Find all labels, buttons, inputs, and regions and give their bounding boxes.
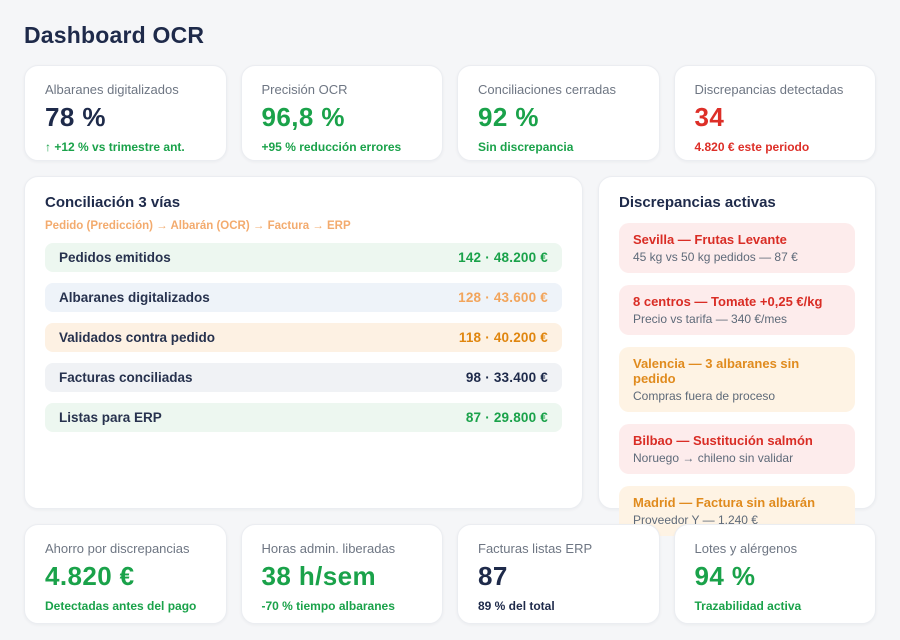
discrepancy-item-bilbao[interactable]: Bilbao — Sustitución salmón Noruego → ch…: [619, 424, 855, 474]
discrepancies-panel-title: Discrepancias activas: [619, 194, 776, 211]
funnel-row-label: Validados contra pedido: [59, 330, 216, 345]
discrepancy-detail: 45 kg vs 50 kg pedidos — 87 €: [633, 250, 798, 264]
discrepancy-detail: Noruego → chileno sin validar: [633, 451, 794, 465]
funnel-row-label: Facturas conciliadas: [59, 370, 193, 385]
kpi-label: Albaranes digitalizados: [45, 82, 179, 97]
kpi-subtext: ↑ +12 % vs trimestre ant.: [45, 140, 185, 154]
funnel-row-value: 128 · 43.600 €: [458, 290, 548, 305]
discrepancy-detail: Proveedor Y — 1.240 €: [633, 513, 758, 527]
discrepancy-title: Valencia — 3 albaranes sin pedido: [633, 356, 800, 386]
kpi-label: Conciliaciones cerradas: [478, 82, 617, 97]
kpi-value: 96,8 %: [261, 102, 345, 132]
funnel-row-listas-para-erp[interactable]: Listas para ERP 87 · 29.800 €: [45, 403, 562, 432]
funnel-row-label: Albaranes digitalizados: [59, 290, 210, 305]
funnel-flow-subtitle: Pedido (Predicción) → Albarán (OCR) → Fa…: [45, 220, 351, 232]
kpi-value: 92 %: [478, 102, 539, 132]
funnel-row-value: 87 · 29.800 €: [465, 410, 548, 425]
discrepancy-item-8-centros[interactable]: 8 centros — Tomate +0,25 €/kg Precio vs …: [619, 285, 855, 335]
kpi-label: Ahorro por discrepancias: [45, 541, 190, 556]
discrepancy-title: Madrid — Factura sin albarán: [633, 495, 816, 510]
kpi-value: 94 %: [694, 561, 756, 591]
kpi-value: 4.820 €: [45, 561, 135, 591]
kpi-value: 38 h/sem: [261, 561, 376, 591]
funnel-panel-title: Conciliación 3 vías: [45, 194, 181, 211]
reconciliation-funnel-panel: Conciliación 3 vías Pedido (Predicción) …: [24, 176, 583, 509]
kpi-label: Lotes y alérgenos: [694, 541, 798, 556]
kpi-card-discrepancias-detectadas: Discrepancias detectadas 34 4.820 € este…: [673, 65, 876, 161]
funnel-row-value: 98 · 33.400 €: [465, 370, 548, 385]
kpi-subtext: Sin discrepancia: [478, 140, 574, 154]
kpi-label: Discrepancias detectadas: [694, 82, 844, 97]
kpi-value: 34: [694, 102, 725, 132]
discrepancy-title: Sevilla — Frutas Levante: [633, 232, 787, 247]
kpi-card-horas-liberadas: Horas admin. liberadas 38 h/sem -70 % ti…: [240, 524, 443, 624]
top-kpi-row: Albaranes digitalizados 78 % ↑ +12 % vs …: [24, 65, 876, 161]
kpi-card-albaranes-digitalizados: Albaranes digitalizados 78 % ↑ +12 % vs …: [24, 65, 227, 161]
middle-section: Conciliación 3 vías Pedido (Predicción) …: [24, 176, 876, 536]
page-title: Dashboard OCR: [24, 22, 205, 48]
kpi-card-precision-ocr: Precisión OCR 96,8 % +95 % reducción err…: [240, 65, 443, 161]
funnel-row-facturas-conciliadas[interactable]: Facturas conciliadas 98 · 33.400 €: [45, 363, 562, 392]
bottom-kpi-row: Ahorro por discrepancias 4.820 € Detecta…: [24, 524, 876, 624]
funnel-row-label: Listas para ERP: [59, 410, 162, 425]
discrepancy-title: Bilbao — Sustitución salmón: [633, 433, 813, 448]
funnel-row-value: 142 · 48.200 €: [458, 250, 548, 265]
funnel-row-albaranes-digitalizados[interactable]: Albaranes digitalizados 128 · 43.600 €: [45, 283, 562, 312]
active-discrepancies-panel: Discrepancias activas Sevilla — Frutas L…: [598, 176, 876, 536]
kpi-value: 87: [478, 561, 508, 591]
kpi-value: 78 %: [45, 102, 106, 132]
kpi-subtext: Trazabilidad activa: [694, 599, 802, 613]
funnel-row-value: 118 · 40.200 €: [458, 330, 548, 345]
kpi-card-conciliaciones-cerradas: Conciliaciones cerradas 92 % Sin discrep…: [457, 65, 660, 161]
kpi-subtext: -70 % tiempo albaranes: [261, 599, 395, 613]
funnel-row-pedidos-emitidos[interactable]: Pedidos emitidos 142 · 48.200 €: [45, 243, 562, 272]
discrepancy-title: 8 centros — Tomate +0,25 €/kg: [633, 294, 823, 309]
kpi-subtext: Detectadas antes del pago: [45, 599, 197, 613]
funnel-row-label: Pedidos emitidos: [59, 250, 171, 265]
kpi-card-lotes-alergenos: Lotes y alérgenos 94 % Trazabilidad acti…: [673, 524, 876, 624]
discrepancy-item-sevilla[interactable]: Sevilla — Frutas Levante 45 kg vs 50 kg …: [619, 223, 855, 273]
kpi-label: Precisión OCR: [261, 82, 348, 97]
kpi-subtext: 89 % del total: [478, 599, 555, 613]
discrepancy-detail: Compras fuera de proceso: [633, 389, 776, 403]
discrepancy-item-valencia[interactable]: Valencia — 3 albaranes sin pedido Compra…: [619, 347, 855, 412]
kpi-subtext: 4.820 € este periodo: [694, 140, 810, 154]
kpi-card-ahorro-discrepancias: Ahorro por discrepancias 4.820 € Detecta…: [24, 524, 227, 624]
discrepancy-detail: Precio vs tarifa — 340 €/mes: [633, 312, 788, 326]
kpi-card-facturas-listas-erp: Facturas listas ERP 87 89 % del total: [457, 524, 660, 624]
funnel-row-validados-contra-pedido[interactable]: Validados contra pedido 118 · 40.200 €: [45, 323, 562, 352]
kpi-label: Facturas listas ERP: [478, 541, 593, 556]
kpi-label: Horas admin. liberadas: [261, 541, 396, 556]
kpi-subtext: +95 % reducción errores: [261, 140, 402, 154]
